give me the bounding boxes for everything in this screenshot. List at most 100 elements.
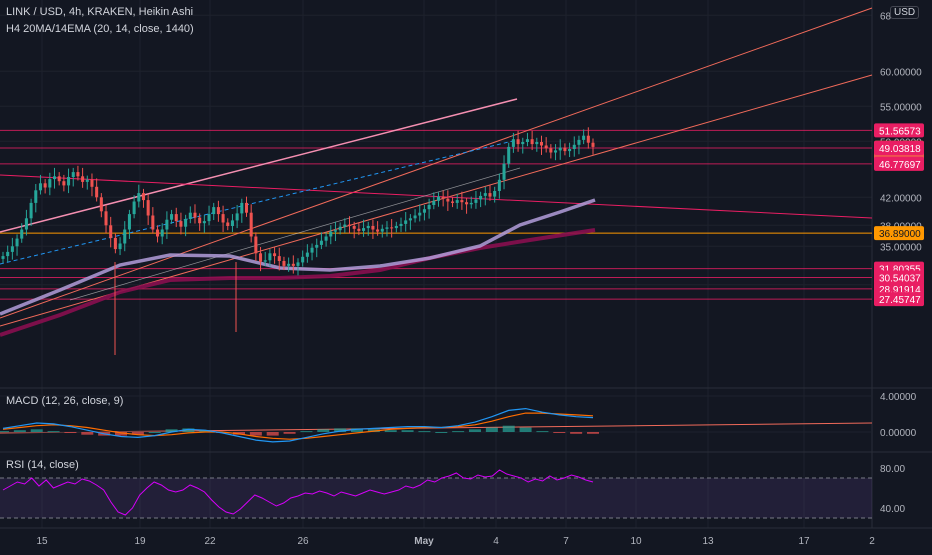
candle-body: [474, 199, 478, 203]
candle-body: [357, 228, 361, 231]
candle-body: [99, 197, 103, 212]
candle-body: [34, 190, 38, 203]
candle-body: [577, 139, 581, 145]
candle-body: [95, 186, 99, 198]
candle-body: [76, 172, 80, 177]
candle-body: [582, 135, 586, 140]
candle-body: [20, 229, 24, 239]
candle-body: [399, 223, 403, 226]
price-label-box: [874, 123, 924, 138]
price-label-box: [874, 270, 924, 285]
candle-body: [207, 214, 211, 222]
candle-body: [394, 226, 398, 229]
rsi-band: [0, 478, 872, 518]
candle-body: [418, 212, 422, 216]
candle-body: [408, 218, 412, 221]
macd-hist-bar: [47, 431, 60, 433]
candle-body: [558, 147, 562, 151]
price-label-text: 31.80355: [879, 265, 921, 276]
candle-body: [62, 181, 66, 186]
macd-hist-bar: [249, 432, 262, 436]
candle-body: [263, 260, 267, 262]
candle-body: [549, 148, 553, 153]
candle-body: [43, 183, 47, 188]
time-tick-label: 10: [630, 536, 642, 547]
candle-body: [174, 214, 178, 222]
time-tick-label: May: [414, 536, 434, 547]
candle-body: [123, 229, 127, 244]
candle-body: [198, 217, 202, 224]
candle-body: [347, 224, 352, 226]
candle-body: [132, 201, 136, 215]
candle-body: [319, 240, 323, 245]
candle-body: [436, 196, 440, 201]
candle-body: [277, 256, 281, 261]
indicator-legend[interactable]: H4 20MA/14EMA (20, 14, close, 1440): [6, 23, 194, 35]
time-tick-label: 22: [204, 536, 216, 547]
macd-hist-bar: [266, 432, 279, 436]
macd-hist-bar: [384, 430, 397, 432]
candle-body: [488, 193, 492, 197]
candle-body: [287, 263, 291, 266]
currency-badge[interactable]: USD: [890, 6, 920, 19]
candle-body: [48, 179, 52, 188]
candle-body: [465, 202, 469, 205]
price-label-text: 28.91914: [879, 285, 921, 296]
price-label-box: [874, 226, 924, 241]
candle-body: [240, 202, 244, 214]
candle-body: [525, 139, 529, 142]
candle-body: [385, 227, 389, 229]
macd-hist-bar: [519, 427, 532, 432]
candle-body: [404, 220, 408, 224]
macd-hist-bar: [401, 430, 414, 432]
candle-body: [160, 229, 164, 237]
candle-body: [216, 207, 220, 215]
candle-body: [511, 139, 515, 147]
candle-body: [493, 191, 497, 197]
macd-hist-bar: [587, 432, 599, 434]
price-label-text: 36.89000: [879, 229, 921, 240]
candle-body: [10, 246, 14, 252]
candle-body: [282, 261, 286, 266]
symbol-title: LINK / USD, 4h, KRAKEN, Heikin Ashi: [6, 6, 194, 18]
candle-body: [432, 200, 436, 205]
macd-hist-bar: [64, 432, 77, 433]
candle-body: [85, 179, 89, 182]
candle-body: [333, 230, 337, 232]
dashed-trend-line: [0, 139, 518, 265]
macd-line: [2, 407, 594, 443]
price-tick-label: 35.00000: [880, 242, 922, 253]
candle-body: [310, 247, 314, 253]
candle-body: [90, 179, 94, 187]
candle-body: [249, 212, 253, 237]
candle-body: [502, 163, 506, 180]
candle-body: [329, 231, 333, 237]
candle-body: [24, 218, 28, 230]
macd-hist-bar: [452, 431, 465, 433]
candle-body: [109, 225, 113, 238]
price-label-text: 49.03818: [879, 144, 921, 155]
trend-line: [0, 7, 873, 319]
candle-body: [427, 205, 431, 210]
rsi-line: [2, 469, 594, 516]
candle-body: [544, 145, 548, 149]
candle-body: [15, 238, 19, 247]
macd-hist-bar: [351, 428, 363, 432]
candle-body: [305, 252, 309, 257]
macd-hist-bar: [418, 431, 431, 433]
macd-hist-bar: [131, 432, 144, 435]
candle-body: [268, 253, 272, 261]
candle-body: [324, 236, 328, 241]
candle-body: [591, 142, 595, 147]
candle-body: [539, 142, 544, 146]
moving-average-dark: [0, 228, 596, 337]
candle-body: [380, 228, 384, 232]
rsi-legend[interactable]: RSI (14, close): [6, 459, 79, 471]
candle-body: [291, 263, 295, 266]
macd-legend[interactable]: MACD (12, 26, close, 9): [6, 395, 124, 407]
trend-line: [69, 167, 521, 301]
macd-hist-bar: [469, 429, 481, 432]
candle-body: [273, 253, 277, 257]
